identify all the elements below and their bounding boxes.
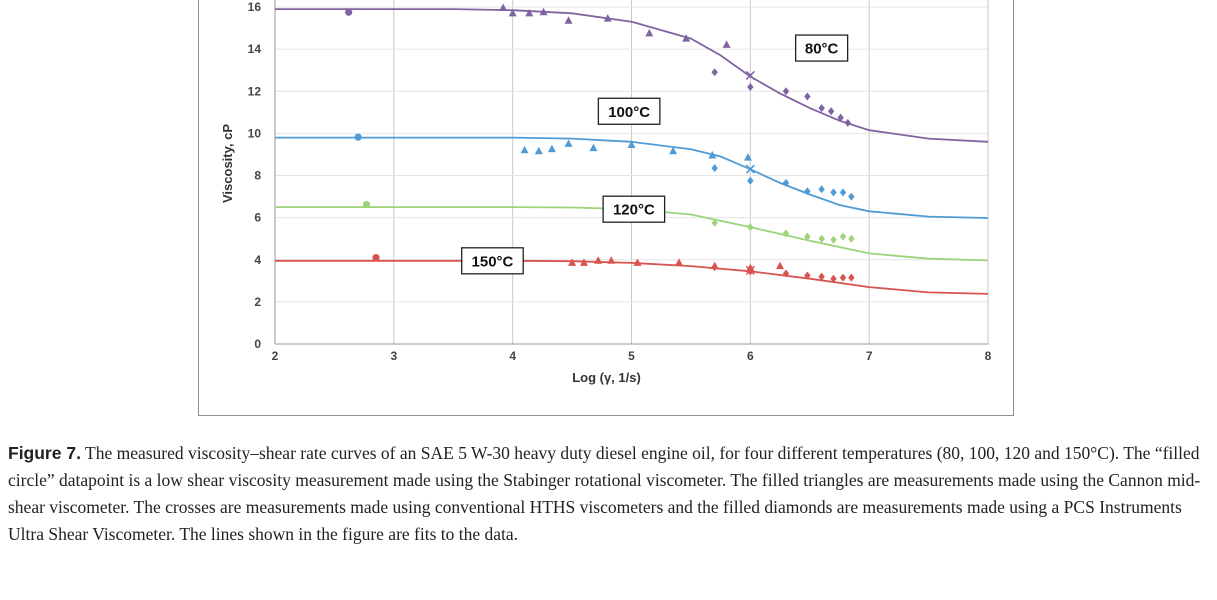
triangle-point [525,8,534,17]
triangle-point [607,256,616,264]
fit-line-4 [275,259,989,295]
diamond-point [747,223,754,232]
triangle-point [589,143,598,152]
triangle-point [564,139,573,147]
temperature-label-box [794,34,849,62]
diamond-point [711,164,718,173]
y-tick-label: 12 [248,84,262,98]
y-tick-label: 6 [254,211,261,225]
x-tick-label: 8 [985,349,992,363]
fit-line-1 [275,8,989,143]
triangle-point [682,34,691,42]
triangle-point [645,28,654,37]
diamond-point [711,263,718,272]
triangle-point [520,145,529,154]
diamond-point [804,271,811,280]
diamond-point [837,113,844,122]
circle-point [354,133,362,141]
circle-point [372,254,380,262]
x-tick-label: 6 [747,349,754,363]
diamond-point [782,269,790,278]
diamond-point [782,178,790,187]
cross-point [745,265,755,275]
triangle-point [499,3,508,12]
diamond-point [818,234,825,243]
diamond-point [818,272,825,281]
y-tick-label: 8 [254,169,261,183]
y-tick-label: 14 [248,42,262,56]
x-tick-label: 5 [628,349,635,363]
triangle-point [708,150,717,159]
diamond-point [711,218,718,227]
triangle-point [547,144,556,153]
circle-point [362,200,371,209]
triangle-point [722,40,731,48]
diamond-point [839,188,847,197]
triangle-point [568,258,577,266]
diamond-point [782,229,790,238]
temperature-label: 150°C [472,253,514,270]
diamond-point [782,87,790,96]
y-axis-title: Viscosity, cP [220,124,235,203]
cross-point [745,164,755,174]
temperature-label-box [597,97,661,125]
diamond-point [830,274,837,283]
diamond-point [747,176,754,185]
temperature-label: 80°C [805,41,839,58]
temperature-label: 120°C [613,202,655,219]
triangle-point [539,7,548,16]
diamond-point [818,104,825,113]
triangle-point [675,258,684,266]
diamond-point [747,83,754,92]
triangle-point [564,16,573,24]
diamond-point [839,232,847,241]
x-tick-label: 2 [272,349,279,363]
triangle-point [627,140,636,148]
diamond-point [804,187,811,196]
triangle-point [534,146,543,155]
diamond-point [804,92,811,101]
triangle-point [594,256,603,264]
y-tick-label: 0 [254,337,261,351]
y-tick-label: 10 [248,126,262,140]
figure-frame: 2 3 4 5 6 7 8 0 2 4 6 8 10 12 14 16 Log (γ, 1/s) Viscosit… [198,0,1014,416]
x-tick-label: 7 [866,349,873,363]
diamond-point [830,235,837,244]
diamond-point [844,118,851,127]
caption-label: Figure 7. [8,443,81,463]
x-tick-label: 3 [390,349,397,363]
diamond-point [848,192,855,201]
triangle-point [508,8,517,17]
fit-line-3 [275,206,989,262]
triangle-point [633,258,642,266]
cross-point [745,70,755,81]
y-tick-label: 2 [254,295,261,309]
diamond-point [848,273,855,282]
y-tick-label: 16 [248,0,262,14]
triangle-point [603,14,612,22]
diamond-point [818,185,825,194]
temperature-label-box [602,195,666,223]
diamond-point [830,188,837,197]
triangle-point [669,146,678,155]
triangle-point [776,261,785,270]
y-tick-label: 4 [254,253,261,267]
diamond-point [827,107,835,116]
x-axis-title: Log (γ, 1/s) [572,370,641,385]
diamond-point [839,273,847,282]
triangle-point [743,153,752,161]
triangle-point [579,258,588,266]
circle-point [345,8,353,16]
temperature-label: 100°C [608,104,650,121]
x-tick-label: 4 [509,349,516,363]
diamond-point [848,234,855,243]
caption-text: The measured viscosity–shear rate curves… [8,443,1201,544]
diamond-point [711,68,718,77]
diamond-point [804,232,811,241]
temperature-label-box [461,247,524,275]
figure-caption: Figure 7. The measured viscosity–shear r… [8,440,1208,548]
